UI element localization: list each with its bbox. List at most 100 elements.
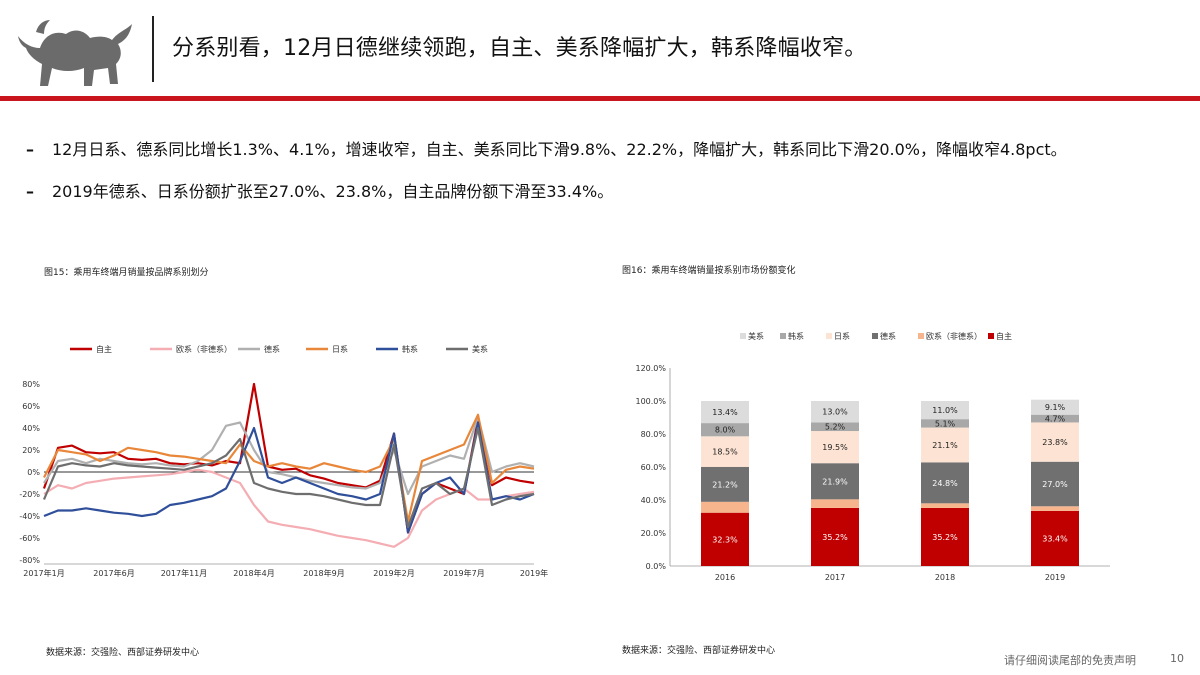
figure-15-title: 图15：乘用车终端月销量按品牌系别划分	[44, 268, 209, 278]
data-label: 21.2%	[712, 480, 738, 489]
line-chart-monthly-sales: 自主 欧系（非德系） 德系 日系 韩系 美系 80% 60% 40% 20% 0% -20% -40% -…	[19, 344, 548, 578]
legend-label: 日系	[332, 344, 348, 354]
legend-label: 美系	[472, 344, 488, 354]
x-tick-label: 2016	[715, 573, 735, 582]
data-label: 32.3%	[712, 535, 738, 544]
bullet-point: –2019年德系、日系份额扩张至27.0%、23.8%，自主品牌份额下滑至33.…	[26, 178, 613, 202]
legend-label: 德系	[880, 331, 896, 341]
legend-swatch	[988, 333, 994, 339]
stacked-bar-chart-market-share: 美系 韩系 日系 德系 欧系（非德系） 自主 0.0% 20.0% 40.0% 60.0% 80.0…	[635, 331, 1110, 582]
y-tick-label: 20.0%	[641, 529, 667, 538]
y-tick-label: 60.0%	[641, 463, 667, 472]
data-label: 27.0%	[1042, 480, 1068, 489]
bar-segment	[701, 466, 749, 502]
data-label: 35.2%	[932, 533, 958, 542]
figure-15-source: 数据来源：交强险、西部证券研发中心	[46, 648, 200, 658]
legend-label: 韩系	[788, 331, 804, 341]
bar-segment	[1031, 506, 1079, 511]
bar-segment	[701, 401, 749, 424]
bar-segment	[921, 419, 969, 428]
header: 分系别看，12月日德继续领跑，自主、美系降幅扩大，韩系降幅收窄。	[0, 0, 1200, 101]
y-tick-label: -60%	[19, 534, 40, 543]
data-label: 21.9%	[822, 477, 848, 486]
disclaimer-note: 请仔细阅读尾部的免责声明	[1004, 654, 1136, 667]
data-label: 9.1%	[1045, 403, 1066, 412]
bar-segment	[811, 431, 859, 464]
title-divider	[152, 16, 154, 82]
x-tick-label: 2019	[1045, 573, 1065, 582]
figure-16-source: 数据来源：交强险、西部证券研发中心	[622, 646, 776, 656]
data-label: 13.4%	[712, 408, 738, 417]
data-label: 19.5%	[822, 443, 848, 452]
y-tick-label: -40%	[19, 512, 40, 521]
x-tick-label: 2018	[935, 573, 955, 582]
bar-segment	[1031, 414, 1079, 423]
data-label: 8.0%	[715, 426, 736, 435]
bar-segment	[921, 507, 969, 566]
bar-segment	[921, 427, 969, 463]
bullet-text: 2019年德系、日系份额扩张至27.0%、23.8%，自主品牌份额下滑至33.4…	[52, 182, 614, 201]
legend-label: 自主	[96, 344, 112, 354]
legend-label: 美系	[748, 331, 764, 341]
y-tick-label: 80%	[22, 380, 40, 389]
legend-swatch	[826, 333, 832, 339]
data-label: 5.1%	[935, 419, 956, 428]
y-tick-label: 40.0%	[641, 496, 667, 505]
bar-segment	[701, 512, 749, 566]
bar-segment	[1031, 461, 1079, 507]
legend-swatch	[872, 333, 878, 339]
x-tick-label: 2017	[825, 573, 845, 582]
x-tick-label: 2019年7月	[443, 568, 484, 578]
bar-segment	[811, 499, 859, 508]
y-tick-label: 0%	[27, 468, 40, 477]
y-tick-label: 20%	[22, 446, 40, 455]
y-tick-label: -20%	[19, 490, 40, 499]
bar-segment	[1031, 399, 1079, 415]
bar-segment	[1031, 510, 1079, 566]
y-tick-label: 120.0%	[635, 364, 666, 373]
bar-segment	[811, 401, 859, 423]
data-label: 5.2%	[825, 423, 846, 432]
y-tick-label: 40%	[22, 424, 40, 433]
series-line	[43, 421, 535, 534]
bullet-dash: –	[26, 140, 34, 159]
data-label: 33.4%	[1042, 534, 1068, 543]
page-title: 分系别看，12月日德继续领跑，自主、美系降幅扩大，韩系降幅收窄。	[172, 36, 867, 61]
legend-swatch	[918, 333, 924, 339]
bar-segment	[701, 436, 749, 467]
legend-swatch	[740, 333, 746, 339]
y-tick-label: 0.0%	[646, 562, 667, 571]
header-rule	[0, 96, 1200, 101]
bar-segment	[811, 463, 859, 500]
series-line	[42, 426, 535, 529]
x-tick-label: 2018年4月	[233, 568, 274, 578]
data-label: 4.7%	[1045, 415, 1066, 424]
data-label: 18.5%	[712, 448, 738, 457]
bar-segment	[811, 422, 859, 432]
x-tick-label: 2017年6月	[93, 568, 134, 578]
page-number: 10	[1170, 652, 1184, 665]
data-label: 11.0%	[932, 406, 958, 415]
bar-segment	[811, 507, 859, 566]
y-tick-label: 100.0%	[635, 397, 666, 406]
bar-segment	[921, 401, 969, 420]
legend-swatch	[780, 333, 786, 339]
bar-segment	[921, 503, 969, 508]
bar-segment	[1031, 422, 1079, 462]
bar-segment	[921, 462, 969, 504]
bullet-text: 12月日系、德系同比增长1.3%、4.1%，增速收窄，自主、美系同比下滑9.8%…	[52, 140, 1067, 159]
x-tick-label: 2018年9月	[303, 568, 344, 578]
series-line	[43, 415, 535, 496]
data-label: 21.1%	[932, 441, 958, 450]
bull-logo-icon	[18, 20, 132, 86]
bar-segment	[701, 423, 749, 437]
legend-label: 自主	[996, 331, 1012, 341]
bullet-point: –12月日系、德系同比增长1.3%、4.1%，增速收窄，自主、美系同比下滑9.8…	[26, 136, 1067, 160]
legend-label: 德系	[264, 344, 280, 354]
x-tick-label: 2017年1月	[23, 568, 64, 578]
legend-label: 欧系（非德系）	[176, 344, 232, 354]
bullet-dash: –	[26, 182, 34, 201]
x-tick-label: 2019年2月	[373, 568, 414, 578]
data-label: 13.0%	[822, 408, 848, 417]
y-tick-label: 60%	[22, 402, 40, 411]
